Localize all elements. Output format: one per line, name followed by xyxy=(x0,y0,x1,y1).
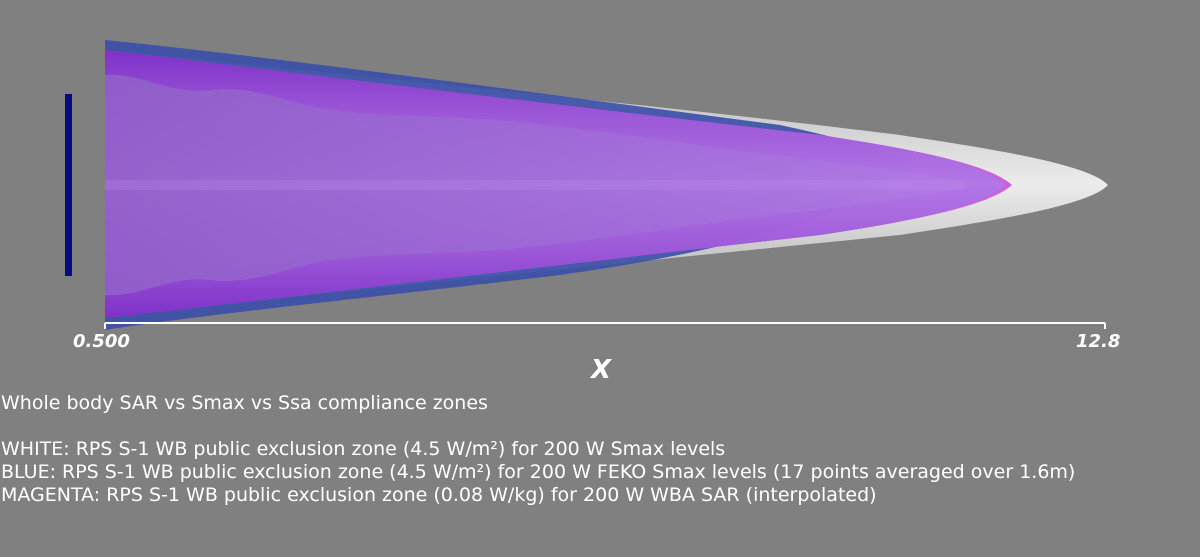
x-axis-max-label: 12.8 xyxy=(1076,331,1120,352)
caption-title: Whole body SAR vs Smax vs Ssa compliance… xyxy=(1,392,488,414)
antenna-bar xyxy=(65,94,72,276)
centre-band xyxy=(105,180,965,190)
caption-blue-line: BLUE: RPS S-1 WB public exclusion zone (… xyxy=(1,461,1076,483)
x-axis-min-label: 0.500 xyxy=(73,331,130,352)
caption-magenta-line: MAGENTA: RPS S-1 WB public exclusion zon… xyxy=(1,484,877,506)
caption-white-line: WHITE: RPS S-1 WB public exclusion zone … xyxy=(1,438,726,460)
inner-zone-ripple xyxy=(105,74,980,296)
x-axis-title: X xyxy=(589,355,613,385)
